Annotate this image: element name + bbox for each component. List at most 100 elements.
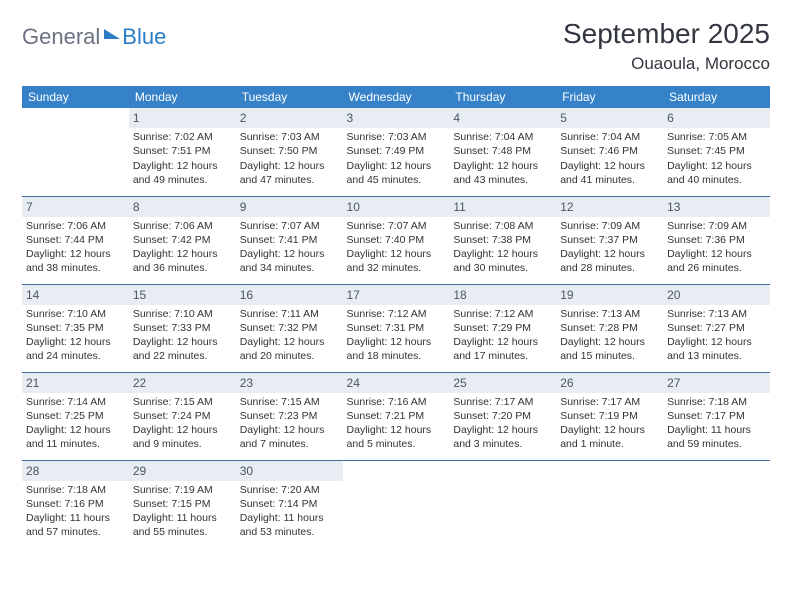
month-title: September 2025 (563, 18, 770, 50)
day-number: 25 (449, 373, 556, 393)
header: General Blue September 2025 Ouaoula, Mor… (22, 18, 770, 74)
calendar-cell: 23 Sunrise: 7:15 AMSunset: 7:23 PMDayligh… (236, 372, 343, 460)
day-number: 6 (663, 108, 770, 128)
sunrise-line: Sunrise: 7:10 AM (133, 307, 232, 321)
calendar-cell: 9Sunrise: 7:07 AMSunset: 7:41 PMDaylight… (236, 196, 343, 284)
daylight-line: Daylight: 12 hours and 11 minutes. (26, 423, 125, 451)
sunset-line: Sunset: 7:27 PM (667, 321, 766, 335)
calendar-cell: 6Sunrise: 7:05 AMSunset: 7:45 PMDaylight… (663, 108, 770, 196)
day-number: 24 (343, 373, 450, 393)
sunrise-line: Sunrise: 7:18 AM (26, 483, 125, 497)
sunset-line: Sunset: 7:44 PM (26, 233, 125, 247)
daylight-line: Daylight: 12 hours and 26 minutes. (667, 247, 766, 275)
daylight-line: Daylight: 12 hours and 41 minutes. (560, 159, 659, 187)
calendar-cell: 20Sunrise: 7:13 AMSunset: 7:27 PMDayligh… (663, 284, 770, 372)
day-number: 10 (343, 197, 450, 217)
sunset-line: Sunset: 7:24 PM (133, 409, 232, 423)
sunset-line: Sunset: 7:42 PM (133, 233, 232, 247)
daylight-line: Daylight: 12 hours and 5 minutes. (347, 423, 446, 451)
sunset-line: Sunset: 7:28 PM (560, 321, 659, 335)
sunrise-line: Sunrise: 7:11 AM (240, 307, 339, 321)
daylight-line: Daylight: 12 hours and 1 minute. (560, 423, 659, 451)
sunrise-line: Sunrise: 7:05 AM (667, 130, 766, 144)
daylight-line: Daylight: 12 hours and 17 minutes. (453, 335, 552, 363)
daylight-line: Daylight: 12 hours and 13 minutes. (667, 335, 766, 363)
day-number: 21 (22, 373, 129, 393)
daylight-line: Daylight: 12 hours and 9 minutes. (133, 423, 232, 451)
sunset-line: Sunset: 7:45 PM (667, 144, 766, 158)
calendar-cell: 14Sunrise: 7:10 AMSunset: 7:35 PMDayligh… (22, 284, 129, 372)
calendar-row: 28Sunrise: 7:18 AMSunset: 7:16 PMDayligh… (22, 460, 770, 548)
calendar-cell: 10Sunrise: 7:07 AMSunset: 7:40 PMDayligh… (343, 196, 450, 284)
daylight-line: Daylight: 12 hours and 7 minutes. (240, 423, 339, 451)
sunset-line: Sunset: 7:19 PM (560, 409, 659, 423)
logo-text-blue: Blue (122, 24, 166, 50)
daylight-line: Daylight: 11 hours and 59 minutes. (667, 423, 766, 451)
calendar-cell: 21 Sunrise: 7:14 AMSunset: 7:25 PMDayligh… (22, 372, 129, 460)
sunset-line: Sunset: 7:31 PM (347, 321, 446, 335)
sunrise-line: Sunrise: 7:09 AM (667, 219, 766, 233)
day-number: 12 (556, 197, 663, 217)
sunrise-line: Sunrise: 7:13 AM (560, 307, 659, 321)
sunset-line: Sunset: 7:35 PM (26, 321, 125, 335)
daylight-line: Daylight: 12 hours and 24 minutes. (26, 335, 125, 363)
weekday-header: Thursday (449, 86, 556, 108)
daylight-line: Daylight: 12 hours and 22 minutes. (133, 335, 232, 363)
daylight-line: Daylight: 12 hours and 20 minutes. (240, 335, 339, 363)
sunrise-line: Sunrise: 7:12 AM (347, 307, 446, 321)
calendar-cell: 8Sunrise: 7:06 AMSunset: 7:42 PMDaylight… (129, 196, 236, 284)
sunset-line: Sunset: 7:36 PM (667, 233, 766, 247)
sunrise-line: Sunrise: 7:15 AM (240, 395, 339, 409)
weekday-header: Tuesday (236, 86, 343, 108)
calendar-cell: 28Sunrise: 7:18 AMSunset: 7:16 PMDayligh… (22, 460, 129, 548)
sunrise-line: Sunrise: 7:06 AM (133, 219, 232, 233)
sunset-line: Sunset: 7:33 PM (133, 321, 232, 335)
calendar-cell: 30Sunrise: 7:20 AMSunset: 7:14 PMDayligh… (236, 460, 343, 548)
sunset-line: Sunset: 7:14 PM (240, 497, 339, 511)
weekday-header: Wednesday (343, 86, 450, 108)
day-number: 17 (343, 285, 450, 305)
sunrise-line: Sunrise: 7:14 AM (26, 395, 125, 409)
daylight-line: Daylight: 12 hours and 3 minutes. (453, 423, 552, 451)
calendar-cell: 25Sunrise: 7:17 AMSunset: 7:20 PMDayligh… (449, 372, 556, 460)
calendar-cell: 26Sunrise: 7:17 AMSunset: 7:19 PMDayligh… (556, 372, 663, 460)
day-number: 16 (236, 285, 343, 305)
day-number: 29 (129, 461, 236, 481)
calendar-cell: 24Sunrise: 7:16 AMSunset: 7:21 PMDayligh… (343, 372, 450, 460)
calendar-cell: 15 Sunrise: 7:10 AMSunset: 7:33 PMDayligh… (129, 284, 236, 372)
day-number: 1 (129, 108, 236, 128)
sunrise-line: Sunrise: 7:03 AM (240, 130, 339, 144)
logo-text-general: General (22, 24, 100, 50)
day-number: 20 (663, 285, 770, 305)
day-number: 15 (129, 285, 236, 305)
sunset-line: Sunset: 7:41 PM (240, 233, 339, 247)
calendar-row: 14Sunrise: 7:10 AMSunset: 7:35 PMDayligh… (22, 284, 770, 372)
daylight-line: Daylight: 12 hours and 15 minutes. (560, 335, 659, 363)
day-number: 11 (449, 197, 556, 217)
calendar-cell: 19Sunrise: 7:13 AMSunset: 7:28 PMDayligh… (556, 284, 663, 372)
daylight-line: Daylight: 12 hours and 32 minutes. (347, 247, 446, 275)
daylight-line: Daylight: 11 hours and 55 minutes. (133, 511, 232, 539)
sunset-line: Sunset: 7:40 PM (347, 233, 446, 247)
daylight-line: Daylight: 12 hours and 30 minutes. (453, 247, 552, 275)
sunset-line: Sunset: 7:25 PM (26, 409, 125, 423)
day-number: 13 (663, 197, 770, 217)
day-number: 23 (236, 373, 343, 393)
daylight-line: Daylight: 12 hours and 18 minutes. (347, 335, 446, 363)
sunset-line: Sunset: 7:50 PM (240, 144, 339, 158)
day-number: 26 (556, 373, 663, 393)
sunset-line: Sunset: 7:23 PM (240, 409, 339, 423)
calendar-cell: 12Sunrise: 7:09 AMSunset: 7:37 PMDayligh… (556, 196, 663, 284)
day-number: 30 (236, 461, 343, 481)
sunset-line: Sunset: 7:21 PM (347, 409, 446, 423)
calendar-cell: 7Sunrise: 7:06 AMSunset: 7:44 PMDaylight… (22, 196, 129, 284)
sunrise-line: Sunrise: 7:09 AM (560, 219, 659, 233)
day-number: 2 (236, 108, 343, 128)
logo: General Blue (22, 24, 166, 50)
sunset-line: Sunset: 7:46 PM (560, 144, 659, 158)
daylight-line: Daylight: 12 hours and 47 minutes. (240, 159, 339, 187)
sunrise-line: Sunrise: 7:07 AM (240, 219, 339, 233)
sunset-line: Sunset: 7:15 PM (133, 497, 232, 511)
weekday-header: Monday (129, 86, 236, 108)
sunrise-line: Sunrise: 7:19 AM (133, 483, 232, 497)
